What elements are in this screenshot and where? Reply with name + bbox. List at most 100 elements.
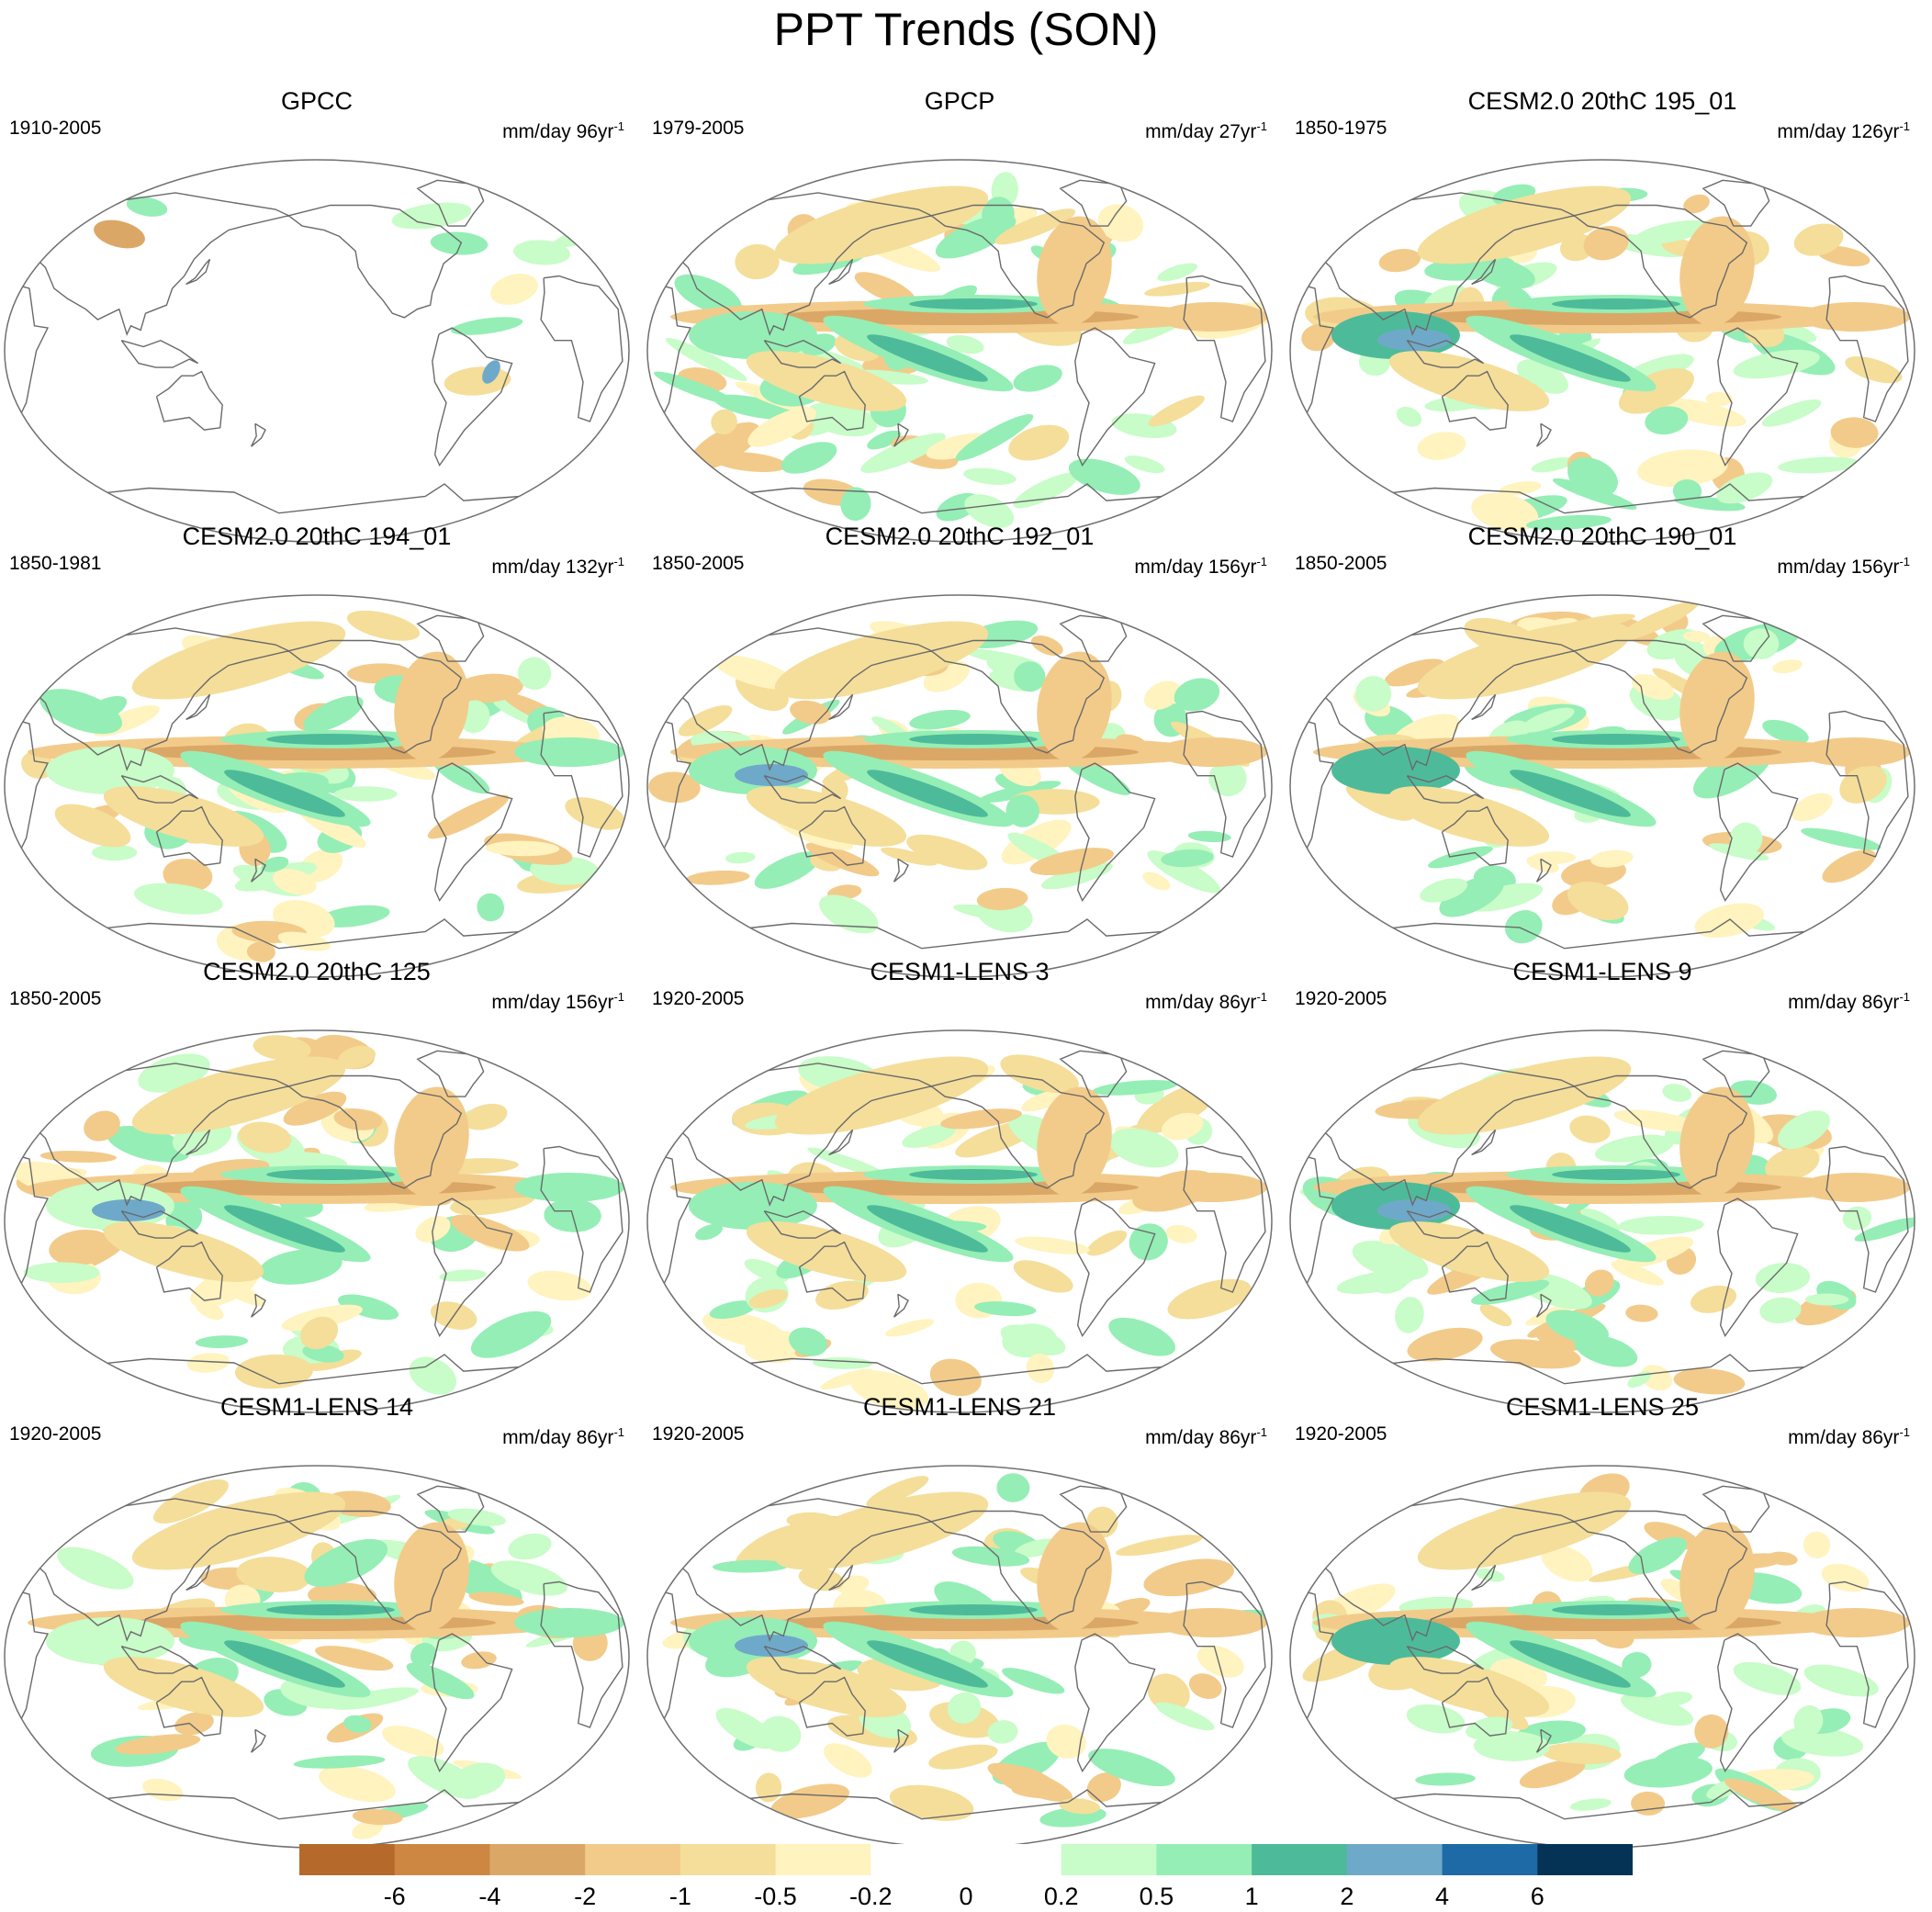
trend-blob (689, 1182, 817, 1230)
panel-title: CESM1-LENS 21 (862, 1393, 1057, 1421)
trend-blob (1489, 1339, 1581, 1369)
trend-blob (1765, 1146, 1820, 1181)
trend-blob (1417, 621, 1632, 700)
trend-blob (1531, 457, 1575, 473)
trend-blob (774, 621, 989, 700)
trend-blob (1709, 843, 1769, 860)
trend-blob (1854, 1217, 1915, 1242)
trend-blob (1521, 707, 1575, 733)
map-plot (4, 1029, 630, 1413)
trend-blob (1655, 1692, 1692, 1706)
trend-blob (1041, 862, 1113, 890)
map-plot (646, 1465, 1273, 1849)
trend-blob (1761, 399, 1822, 427)
map-panel: CESM2.0 20thC 190_01 1850-2005 mm/day 156y… (1286, 523, 1919, 978)
trend-blob (517, 657, 552, 691)
units-exponent: -1 (1899, 555, 1910, 568)
trend-blob (452, 1762, 506, 1796)
trend-blob (1378, 249, 1421, 273)
trend-blob (514, 737, 624, 767)
trend-blob (1187, 830, 1231, 843)
trend-blob (1510, 1205, 1631, 1253)
panel-title: CESM1-LENS 3 (870, 958, 1050, 985)
trend-blob (1086, 1230, 1128, 1256)
trend-blob (1002, 1323, 1058, 1358)
map-plot (646, 159, 1273, 543)
trend-blob (1388, 351, 1550, 411)
trend-blob (319, 1765, 396, 1803)
trend-blob (1694, 1714, 1729, 1749)
trend-blob (1842, 1206, 1872, 1231)
map-plot (646, 594, 1273, 978)
panel-units: mm/day 156yr-1 (1134, 555, 1267, 578)
trend-blob (1148, 395, 1205, 427)
trend-blob (788, 1327, 828, 1356)
map-panel: CESM1-LENS 14 1920-2005 mm/day 86yr-1 (0, 1393, 634, 1849)
panel-units: mm/day 156yr-1 (1777, 555, 1910, 578)
trend-blob (1143, 680, 1181, 710)
map-plot (1289, 594, 1915, 978)
trend-blob (300, 1316, 339, 1350)
trend-blob (174, 1712, 214, 1736)
trend-blob (854, 272, 916, 306)
trend-blob (1622, 1651, 1652, 1678)
map-plot (1289, 159, 1915, 543)
trend-blob (1396, 406, 1422, 427)
trend-blob (439, 1269, 487, 1282)
panel-years: 1920-2005 (9, 1423, 102, 1445)
panel-years: 1920-2005 (1295, 1423, 1387, 1445)
trend-blob (1407, 1327, 1483, 1362)
colorbar-swatch (299, 1844, 396, 1875)
trend-blob (334, 786, 398, 802)
colorbar-label: -1 (668, 1883, 691, 1910)
trend-blob (490, 273, 538, 306)
trend-blob (953, 904, 1032, 923)
trend-blob (1336, 1270, 1416, 1294)
panel-years: 1979-2005 (652, 118, 745, 139)
trend-blob (1552, 1169, 1680, 1180)
map-outline (646, 1029, 1273, 1413)
trend-blob (1129, 1223, 1168, 1261)
trend-blob (394, 1522, 469, 1632)
trend-blob (996, 1473, 1030, 1502)
panel-years: 1910-2005 (9, 118, 102, 139)
trend-blob (1037, 1522, 1112, 1632)
trend-blob (746, 786, 907, 847)
colorbar-label: 6 (1530, 1883, 1544, 1910)
trend-blob (1143, 1558, 1235, 1597)
trend-blob (1161, 849, 1214, 868)
map-panel: CESM2.0 20thC 195_01 1850-1975 mm/day 126y… (1286, 87, 1919, 543)
trend-blob (1801, 827, 1881, 850)
trend-blob (1388, 1657, 1550, 1717)
panel-units: mm/day 27yr-1 (1145, 119, 1267, 142)
panel-title: CESM2.0 20thC 192_01 (825, 523, 1095, 550)
trend-blob (352, 1808, 403, 1826)
trend-blob (1068, 458, 1140, 495)
trend-blob (1755, 1263, 1811, 1293)
units-exponent: -1 (613, 119, 624, 133)
colorbar-swatch (489, 1844, 586, 1875)
trend-blob (161, 160, 207, 173)
trend-blob (807, 1147, 890, 1179)
trend-blob (867, 430, 902, 450)
trend-blob (881, 847, 938, 866)
trend-blob (1552, 298, 1680, 309)
trend-blob (224, 1205, 345, 1253)
trend-blob (224, 770, 345, 817)
colorbar-swatch (394, 1844, 490, 1875)
trend-blob (46, 747, 174, 794)
colorbar-label: -0.5 (754, 1883, 797, 1910)
trend-blob (1800, 302, 1910, 332)
trend-field (1302, 1473, 1910, 1820)
trend-blob (746, 351, 907, 411)
trend-blob (711, 409, 737, 435)
trend-blob (1510, 1640, 1631, 1688)
map-plot (1289, 1029, 1915, 1413)
trend-blob (1625, 1304, 1658, 1322)
trend-blob (1569, 1798, 1612, 1811)
trend-blob (1037, 216, 1112, 326)
trend-blob (450, 317, 523, 335)
trend-blob (665, 338, 747, 381)
units-exponent: -1 (613, 990, 624, 1004)
trend-blob (450, 1214, 530, 1252)
